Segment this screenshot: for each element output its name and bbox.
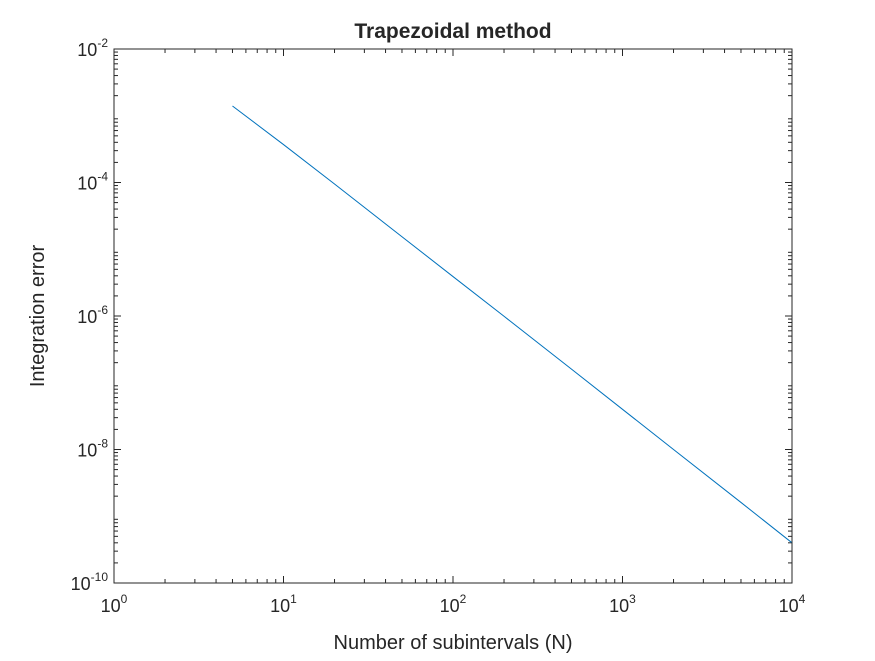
minor-ticks — [114, 49, 792, 583]
x-tick-base: 10 — [609, 596, 629, 616]
y-tick-exponent: -6 — [97, 303, 108, 317]
x-axis-label: Number of subintervals (N) — [334, 632, 573, 654]
y-tick-exponent: -10 — [91, 570, 109, 584]
y-tick-label: 10-4 — [77, 170, 108, 194]
x-tick-exponent: 1 — [290, 592, 297, 606]
x-tick-base: 10 — [779, 596, 799, 616]
y-tick-label: 10-2 — [77, 36, 108, 60]
x-tick-base: 10 — [101, 596, 121, 616]
y-tick-base: 10 — [77, 174, 97, 194]
y-tick-base: 10 — [77, 441, 97, 461]
y-tick-exponent: -4 — [97, 170, 108, 184]
x-tick-label: 103 — [609, 592, 636, 616]
y-tick-exponent: -2 — [97, 36, 108, 50]
series-line — [232, 105, 793, 544]
x-tick-exponent: 3 — [629, 592, 636, 606]
series-layer — [232, 105, 793, 544]
y-tick-label: 10-6 — [77, 303, 108, 327]
x-tick-label: 100 — [101, 592, 128, 616]
x-tick-labels: 100 101 102 103 104 — [101, 592, 806, 616]
chart-title: Trapezoidal method — [354, 20, 551, 43]
y-tick-base: 10 — [71, 574, 91, 594]
x-tick-base: 10 — [440, 596, 460, 616]
y-tick-label: 10-10 — [71, 570, 109, 594]
x-tick-exponent: 2 — [460, 592, 467, 606]
x-tick-exponent: 4 — [799, 592, 806, 606]
x-tick-label: 102 — [440, 592, 467, 616]
x-tick-label: 104 — [779, 592, 806, 616]
x-tick-label: 101 — [270, 592, 297, 616]
x-tick-exponent: 0 — [121, 592, 128, 606]
y-axis-label: Integration error — [27, 245, 49, 388]
y-tick-label: 10-8 — [77, 437, 108, 461]
plot-area — [114, 49, 792, 583]
axes-box — [113, 48, 793, 584]
x-tick-base: 10 — [270, 596, 290, 616]
y-tick-exponent: -8 — [97, 437, 108, 451]
y-tick-base: 10 — [77, 307, 97, 327]
y-tick-base: 10 — [77, 40, 97, 60]
